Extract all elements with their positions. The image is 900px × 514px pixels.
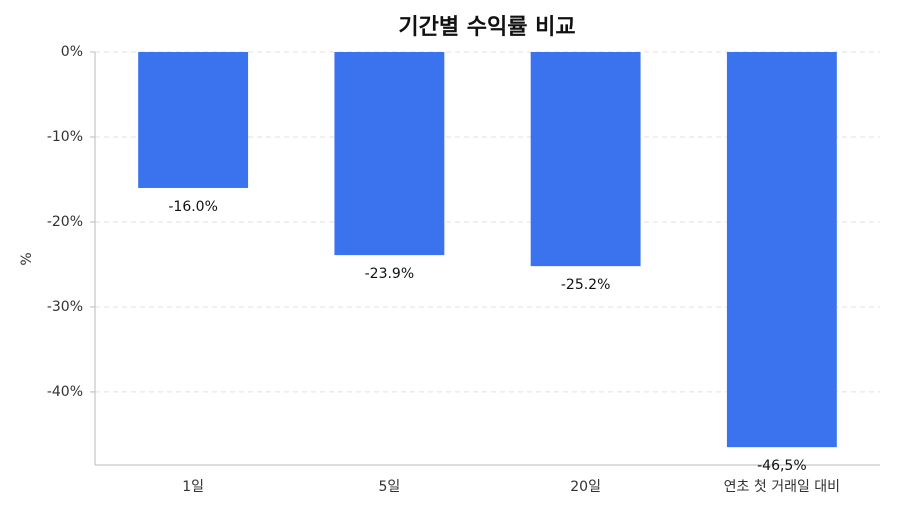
bar [726,52,837,448]
x-tick-label: 1일 [182,479,204,495]
y-tick-label: -30% [47,299,83,315]
y-tick-label: -40% [47,384,83,400]
y-tick-label: -10% [47,129,83,145]
value-label: -46,5% [757,458,807,474]
bar [138,52,249,188]
chart-title: 기간별 수익률 비교 [398,15,575,40]
y-axis-label: % [19,252,35,265]
x-tick-label: 20일 [570,479,601,495]
bar [334,52,445,256]
y-tick-label: -20% [47,214,83,230]
x-tick-label: 5일 [378,479,400,495]
value-label: -25.2% [561,277,611,293]
x-tick-label: 연초 첫 거래일 대비 [724,479,840,495]
value-label: -23.9% [365,266,415,282]
bar [530,52,641,267]
y-tick-label: 0% [61,44,83,60]
value-label: -16.0% [168,199,218,215]
